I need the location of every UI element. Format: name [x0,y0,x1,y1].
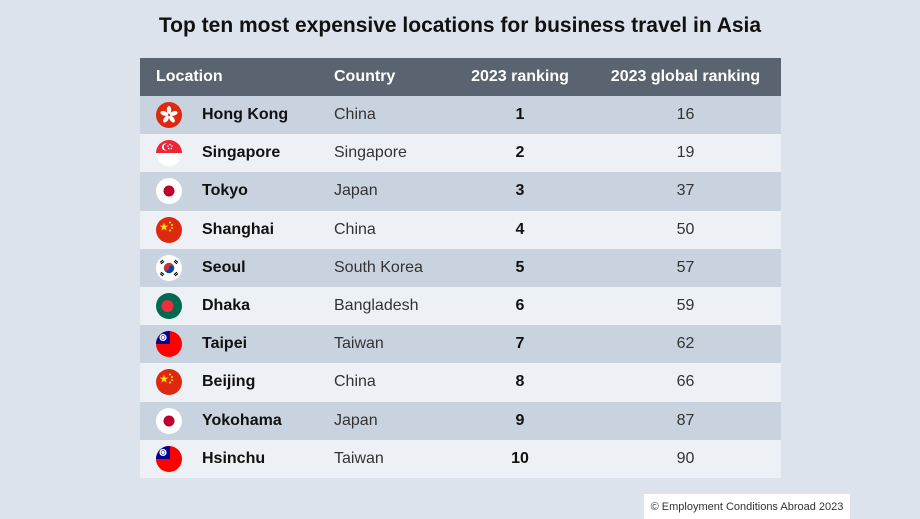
country-cell: Taiwan [334,335,384,353]
ranking-cell: 6 [515,297,525,315]
location-cell: Beijing [140,369,320,396]
location-name: Taipei [202,335,248,353]
south-korea-flag-icon [156,254,182,281]
ranking-cell: 9 [515,411,525,429]
source-credit: © Employment Conditions Abroad 2023 [644,494,850,519]
location-cell: Hong Kong [140,102,320,129]
location-name: Shanghai [202,220,275,238]
table-row: Yokohama Japan 9 87 [140,401,781,440]
column-header-country: Country [334,68,396,85]
country-cell: China [334,106,376,124]
ranking-cell: 5 [515,258,525,276]
global-ranking-cell: 90 [676,449,695,467]
ranking-cell: 8 [515,373,525,391]
location-cell: Hsinchu [140,445,320,472]
table-row: Hsinchu Taiwan 10 90 [140,439,781,478]
ranking-cell: 7 [515,335,525,353]
location-cell: Seoul [140,254,320,281]
page-title: Top ten most expensive locations for bus… [158,14,762,37]
china-flag-icon [156,369,182,396]
ranking-cell: 4 [515,220,525,238]
country-cell: Bangladesh [334,297,419,315]
table-row: Singapore Singapore 2 19 [140,134,781,173]
location-name: Beijing [202,373,256,391]
japan-flag-icon [156,178,182,205]
table-row: Dhaka Bangladesh 6 59 [140,286,781,326]
global-ranking-cell: 57 [676,258,695,276]
table-row: Shanghai China 4 50 [140,210,781,249]
ranking-cell: 1 [515,106,525,124]
column-header-location: Location [156,68,223,85]
ranking-cell: 3 [515,182,525,200]
global-ranking-cell: 50 [676,220,695,238]
country-cell: Taiwan [334,449,384,467]
column-header-global-ranking: 2023 global ranking [610,68,761,85]
location-name: Hsinchu [202,449,266,467]
location-name: Yokohama [202,411,282,429]
bangladesh-flag-icon [156,293,182,320]
global-ranking-cell: 62 [676,335,695,353]
location-cell: Yokohama [140,407,320,434]
location-cell: Taipei [140,331,320,358]
ranking-table: Location Country 2023 ranking 2023 globa… [140,58,781,478]
country-cell: Singapore [334,144,407,162]
taiwan-flag-icon [156,445,182,472]
global-ranking-cell: 59 [676,297,695,315]
location-cell: Singapore [140,140,320,167]
location-name: Singapore [202,144,281,162]
taiwan-flag-icon [156,331,182,358]
hong-kong-flag-icon [156,102,182,129]
global-ranking-cell: 66 [676,373,695,391]
country-cell: China [334,220,376,238]
country-cell: Japan [334,182,378,200]
location-name: Hong Kong [202,106,289,124]
global-ranking-cell: 87 [676,411,695,429]
country-cell: China [334,373,376,391]
ranking-cell: 10 [511,449,529,467]
ranking-cell: 2 [515,144,525,162]
global-ranking-cell: 16 [676,106,695,124]
global-ranking-cell: 19 [676,144,695,162]
location-name: Dhaka [202,297,251,315]
singapore-flag-icon [156,140,182,167]
table-row: Beijing China 8 66 [140,363,781,402]
country-cell: Japan [334,411,378,429]
location-cell: Dhaka [140,293,320,320]
location-cell: Tokyo [140,178,320,205]
table-body: Hong Kong China 1 16 Singapore Singapore 2 19 To… [140,96,781,478]
table-row: Tokyo Japan 3 37 [140,172,781,211]
japan-flag-icon [156,407,182,434]
location-cell: Shanghai [140,216,320,243]
table-row: Taipei Taiwan 7 62 [140,325,781,364]
column-header-ranking: 2023 ranking [471,68,569,85]
location-name: Seoul [202,258,246,276]
location-name: Tokyo [202,182,248,200]
table-row: Seoul South Korea 5 57 [140,248,781,287]
table-header: Location Country 2023 ranking 2023 globa… [140,58,781,96]
country-cell: South Korea [334,258,423,276]
china-flag-icon [156,216,182,243]
table-row: Hong Kong China 1 16 [140,96,781,135]
global-ranking-cell: 37 [676,182,695,200]
